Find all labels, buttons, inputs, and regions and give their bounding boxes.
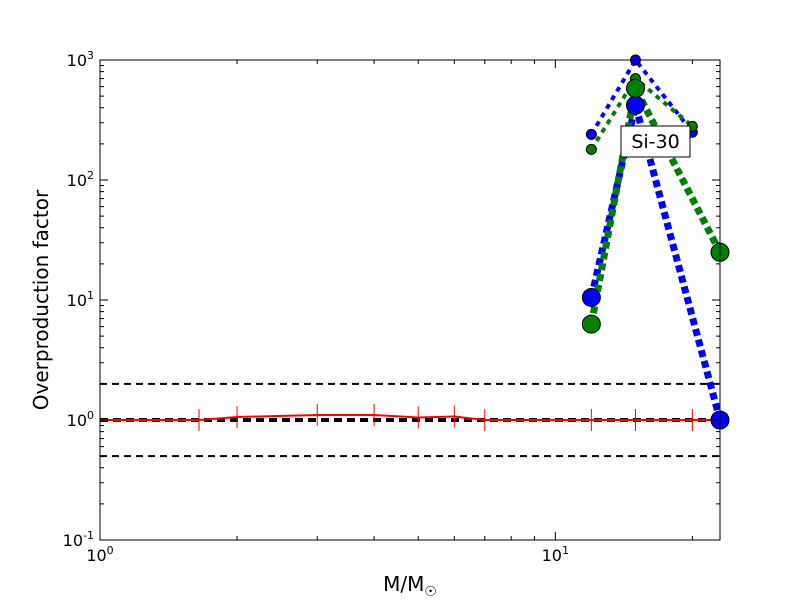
x-tick-label: 100: [86, 544, 113, 565]
annotation-box: Si-30: [620, 125, 691, 158]
y-tick-label: 10-1: [63, 529, 94, 550]
x-axis-label: M/M☉: [383, 572, 437, 600]
annotation-frame: [620, 125, 691, 158]
series-1-marker: [585, 128, 597, 140]
series-3-marker: [625, 95, 645, 115]
x-axis-label-subscript: ☉: [424, 584, 437, 600]
series-4-marker: [581, 314, 601, 334]
series-2-marker: [585, 143, 597, 155]
y-tick-label: 101: [67, 289, 94, 310]
series-line-0: [100, 414, 720, 421]
series-line-4: [587, 77, 720, 325]
series-3-marker: [581, 287, 601, 307]
y-tick-label: 100: [67, 409, 94, 430]
reference-lines: [100, 382, 720, 458]
annotation-label: Si-30: [631, 131, 679, 153]
y-axis-label: Overproduction factor: [29, 189, 53, 410]
y-tick-label: 102: [67, 169, 94, 190]
x-tick-label: 101: [542, 544, 569, 565]
x-axis-label-text: M/M: [383, 572, 424, 596]
plot-area: [100, 60, 720, 540]
y-tick-label: 103: [67, 49, 94, 70]
series-4-marker: [625, 78, 645, 98]
